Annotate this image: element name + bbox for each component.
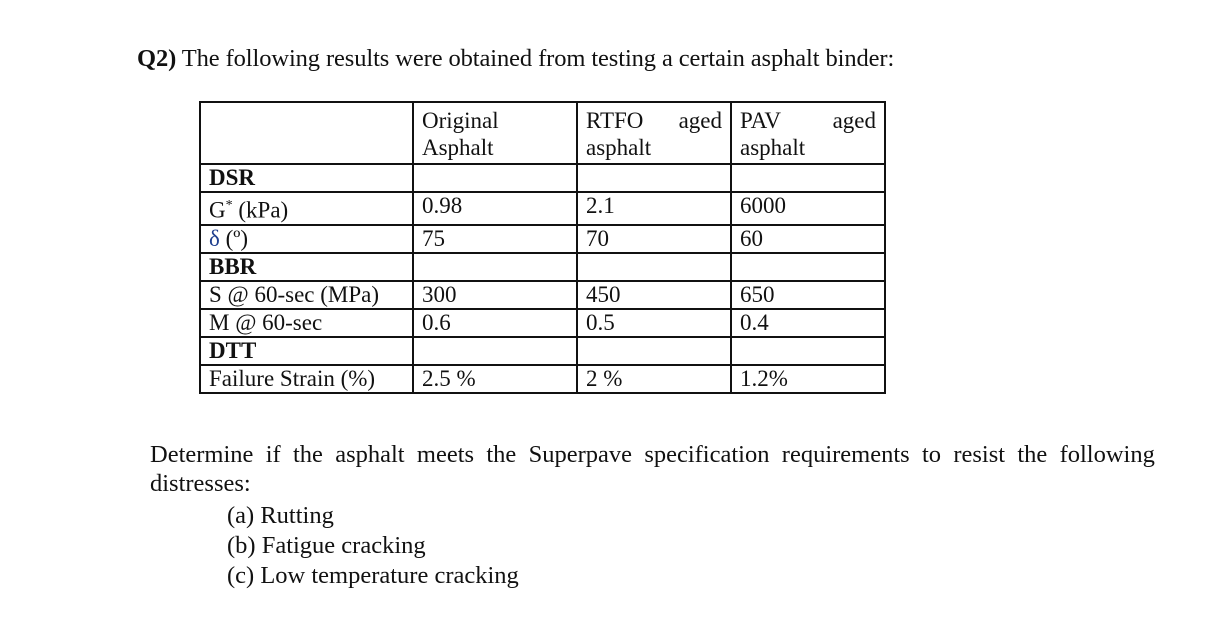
- table-row-phase-angle: δ (º) 75 70 60: [199, 223, 886, 254]
- header-line2: asphalt: [740, 135, 806, 160]
- instruction-paragraph: Determine if the asphalt meets the Super…: [150, 440, 1155, 498]
- distress-list: (a) Rutting (b) Fatigue cracking (c) Low…: [227, 501, 519, 591]
- table-cell: [730, 163, 886, 193]
- word: the: [292, 441, 323, 468]
- label-main: G: [209, 197, 226, 223]
- word: to: [921, 441, 942, 468]
- list-item-fatigue-cracking: (b) Fatigue cracking: [227, 532, 426, 559]
- table-cell: 2.1: [576, 191, 732, 226]
- table-cell: [412, 251, 578, 282]
- header-line2: Asphalt: [422, 135, 494, 160]
- header-line1: RTFO aged: [586, 107, 722, 134]
- header-word: RTFO: [586, 108, 644, 133]
- test-results-table: Original Asphalt RTFO aged asphalt PAV a…: [199, 101, 886, 394]
- table-cell: 0.5: [576, 307, 732, 338]
- table-cell: [412, 335, 578, 366]
- table-cell: [576, 335, 732, 366]
- word: if: [265, 441, 281, 468]
- delta-symbol: δ: [209, 225, 220, 251]
- table-row-complex-modulus: G* (kPa) 0.98 2.1 6000: [199, 191, 886, 226]
- header-line1: PAV aged: [740, 107, 876, 134]
- label-unit: (º): [219, 225, 249, 251]
- header-line2: asphalt: [586, 135, 652, 160]
- section-row-bbr: BBR: [199, 251, 886, 282]
- section-row-dtt: DTT: [199, 335, 886, 366]
- section-row-dsr: DSR: [199, 163, 886, 193]
- table-cell: [412, 163, 578, 193]
- header-word: aged: [678, 108, 722, 133]
- table-cell: 0.4: [730, 307, 886, 338]
- header-line1: Original: [422, 108, 499, 133]
- list-item-rutting: (a) Rutting: [227, 502, 334, 529]
- row-label: δ (º): [199, 223, 414, 254]
- label-unit: (kPa): [232, 197, 289, 223]
- header-cell-empty: [199, 101, 414, 165]
- section-label: BBR: [199, 251, 414, 282]
- table-cell: [576, 163, 732, 193]
- table-cell: 300: [412, 279, 578, 310]
- question-number: Q2): [137, 45, 177, 72]
- table-cell: 0.98: [412, 191, 578, 226]
- header-cell-pav: PAV aged asphalt: [730, 101, 886, 165]
- question-prompt: Q2) The following results were obtained …: [137, 44, 894, 74]
- table-cell: 70: [576, 223, 732, 254]
- word: the: [1017, 441, 1048, 468]
- row-label: G* (kPa): [199, 191, 414, 226]
- word: Superpave: [528, 441, 633, 468]
- table-cell: 450: [576, 279, 732, 310]
- table-row-failure-strain: Failure Strain (%) 2.5 % 2 % 1.2%: [199, 363, 886, 394]
- word: asphalt: [335, 441, 405, 468]
- list-item-low-temperature-cracking: (c) Low temperature cracking: [227, 562, 519, 589]
- label-superscript: *: [225, 198, 233, 213]
- word: requirements: [781, 441, 910, 468]
- word: the: [486, 441, 517, 468]
- word: meets: [416, 441, 475, 468]
- table-cell: 650: [730, 279, 886, 310]
- header-cell-rtfo: RTFO aged asphalt: [576, 101, 732, 165]
- table-cell: 60: [730, 223, 886, 254]
- question-text: The following results were obtained from…: [181, 45, 895, 72]
- row-label: Failure Strain (%): [199, 363, 414, 394]
- header-cell-original: Original Asphalt: [412, 101, 578, 165]
- row-label: S @ 60-sec (MPa): [199, 279, 414, 310]
- word: following: [1059, 441, 1155, 468]
- table-cell: 1.2%: [730, 363, 886, 394]
- section-label: DTT: [199, 335, 414, 366]
- table-cell: 6000: [730, 191, 886, 226]
- word: resist: [953, 441, 1006, 468]
- instruction-line1: Determine if the asphalt meets the Super…: [150, 440, 1155, 469]
- table-row-stiffness: S @ 60-sec (MPa) 300 450 650: [199, 279, 886, 310]
- word: Determine: [150, 441, 254, 468]
- instruction-line2: distresses:: [150, 470, 251, 497]
- header-word: PAV: [740, 108, 781, 133]
- word: specification: [644, 441, 770, 468]
- row-label: M @ 60-sec: [199, 307, 414, 338]
- table-cell: 75: [412, 223, 578, 254]
- table-cell: [730, 251, 886, 282]
- table-cell: [576, 251, 732, 282]
- table-cell: 0.6: [412, 307, 578, 338]
- table-cell: 2 %: [576, 363, 732, 394]
- section-label: DSR: [199, 163, 414, 193]
- table-cell: 2.5 %: [412, 363, 578, 394]
- header-word: aged: [832, 108, 876, 133]
- table-header-row: Original Asphalt RTFO aged asphalt PAV a…: [199, 101, 886, 165]
- table-row-m-value: M @ 60-sec 0.6 0.5 0.4: [199, 307, 886, 338]
- table-cell: [730, 335, 886, 366]
